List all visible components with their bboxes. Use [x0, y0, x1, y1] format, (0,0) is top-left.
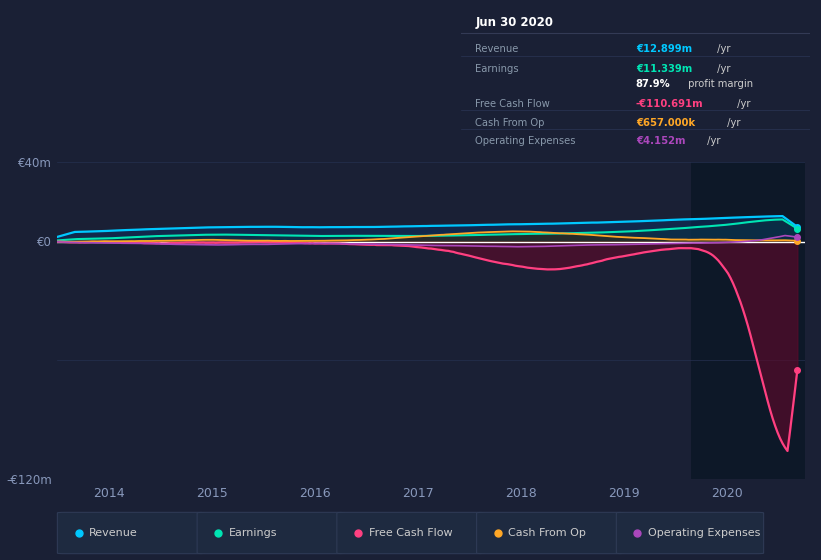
Text: /yr: /yr	[704, 136, 721, 146]
Bar	[691, 162, 805, 479]
FancyBboxPatch shape	[197, 512, 345, 554]
Text: Revenue: Revenue	[89, 528, 138, 538]
Text: /yr: /yr	[714, 64, 731, 74]
Text: Revenue: Revenue	[475, 44, 519, 54]
Text: /yr: /yr	[724, 118, 741, 128]
Text: /yr: /yr	[734, 99, 750, 109]
Text: -€110.691m: -€110.691m	[636, 99, 704, 109]
FancyBboxPatch shape	[617, 512, 764, 554]
Text: /yr: /yr	[714, 44, 731, 54]
Text: Earnings: Earnings	[229, 528, 277, 538]
Text: Jun 30 2020: Jun 30 2020	[475, 16, 553, 29]
Text: Cash From Op: Cash From Op	[508, 528, 586, 538]
Text: €657.000k: €657.000k	[636, 118, 695, 128]
FancyBboxPatch shape	[57, 512, 204, 554]
Text: 87.9%: 87.9%	[636, 79, 671, 89]
FancyBboxPatch shape	[476, 512, 624, 554]
FancyBboxPatch shape	[337, 512, 484, 554]
Text: €12.899m: €12.899m	[636, 44, 692, 54]
Text: Free Cash Flow: Free Cash Flow	[369, 528, 452, 538]
Text: Operating Expenses: Operating Expenses	[648, 528, 760, 538]
Text: Free Cash Flow: Free Cash Flow	[475, 99, 550, 109]
Text: Earnings: Earnings	[475, 64, 519, 74]
Text: profit margin: profit margin	[685, 79, 753, 89]
Text: €4.152m: €4.152m	[636, 136, 686, 146]
Text: Cash From Op: Cash From Op	[475, 118, 545, 128]
Text: Operating Expenses: Operating Expenses	[475, 136, 576, 146]
Text: €11.339m: €11.339m	[636, 64, 692, 74]
